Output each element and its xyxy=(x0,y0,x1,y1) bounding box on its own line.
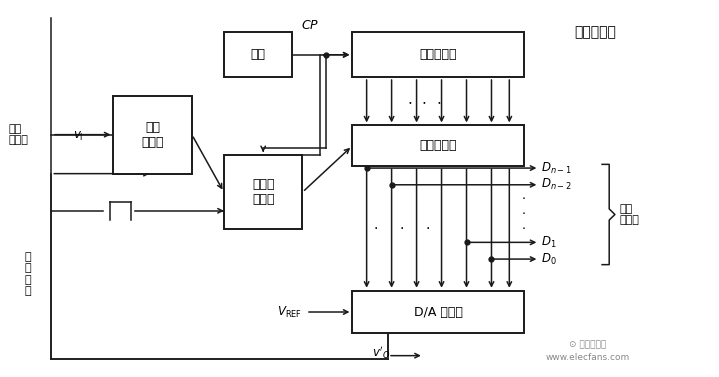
Text: D/A 转换器: D/A 转换器 xyxy=(413,305,462,319)
FancyBboxPatch shape xyxy=(114,96,192,174)
Text: www.elecfans.com: www.elecfans.com xyxy=(546,353,630,362)
Text: 移位寄存器: 移位寄存器 xyxy=(419,48,457,61)
Text: 逐次比较型: 逐次比较型 xyxy=(574,26,616,40)
FancyBboxPatch shape xyxy=(352,32,523,77)
Text: $v_{\rm I}$: $v_{\rm I}$ xyxy=(73,130,83,143)
Text: 电压
比较器: 电压 比较器 xyxy=(142,121,164,149)
FancyBboxPatch shape xyxy=(352,126,523,166)
Text: ⊙ 电子发烧友: ⊙ 电子发烧友 xyxy=(569,340,606,349)
Text: 启
动
脉
冲: 启 动 脉 冲 xyxy=(24,251,31,296)
FancyBboxPatch shape xyxy=(352,291,523,333)
Text: 控制逻
辑电路: 控制逻 辑电路 xyxy=(252,178,275,206)
Text: 时钟: 时钟 xyxy=(250,48,265,61)
Text: $\cdot$  $\cdot$  $\cdot$: $\cdot$ $\cdot$ $\cdot$ xyxy=(406,96,441,111)
Text: 数据寄存器: 数据寄存器 xyxy=(419,139,457,152)
FancyBboxPatch shape xyxy=(224,32,292,77)
Text: $D_{n-1}$: $D_{n-1}$ xyxy=(541,161,572,176)
Text: $D_{n-2}$: $D_{n-2}$ xyxy=(541,177,572,192)
Text: 模拟
量输入: 模拟 量输入 xyxy=(9,124,28,146)
Text: $v'_O$: $v'_O$ xyxy=(372,344,390,361)
Text: $D_0$: $D_0$ xyxy=(541,251,557,267)
FancyBboxPatch shape xyxy=(224,155,303,229)
Text: $CP$: $CP$ xyxy=(301,18,319,32)
Text: $V_{\rm REF}$: $V_{\rm REF}$ xyxy=(278,305,303,320)
Text: $\cdot$
$\cdot$
$\cdot$: $\cdot$ $\cdot$ $\cdot$ xyxy=(521,191,526,234)
Text: $D_1$: $D_1$ xyxy=(541,235,557,250)
Text: $\cdot$     $\cdot$     $\cdot$: $\cdot$ $\cdot$ $\cdot$ xyxy=(373,222,431,236)
Text: 数字
量输出: 数字 量输出 xyxy=(620,204,640,225)
